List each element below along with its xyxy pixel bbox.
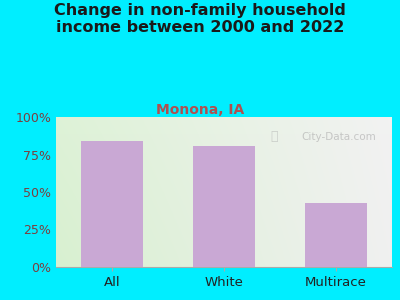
Text: Monona, IA: Monona, IA: [156, 103, 244, 118]
Text: City-Data.com: City-Data.com: [301, 131, 376, 142]
Bar: [81, 141, 143, 267]
Text: Change in non-family household
income between 2000 and 2022: Change in non-family household income be…: [54, 3, 346, 35]
Bar: [193, 146, 255, 267]
Text: ⓘ: ⓘ: [271, 130, 278, 143]
Bar: [305, 202, 367, 267]
